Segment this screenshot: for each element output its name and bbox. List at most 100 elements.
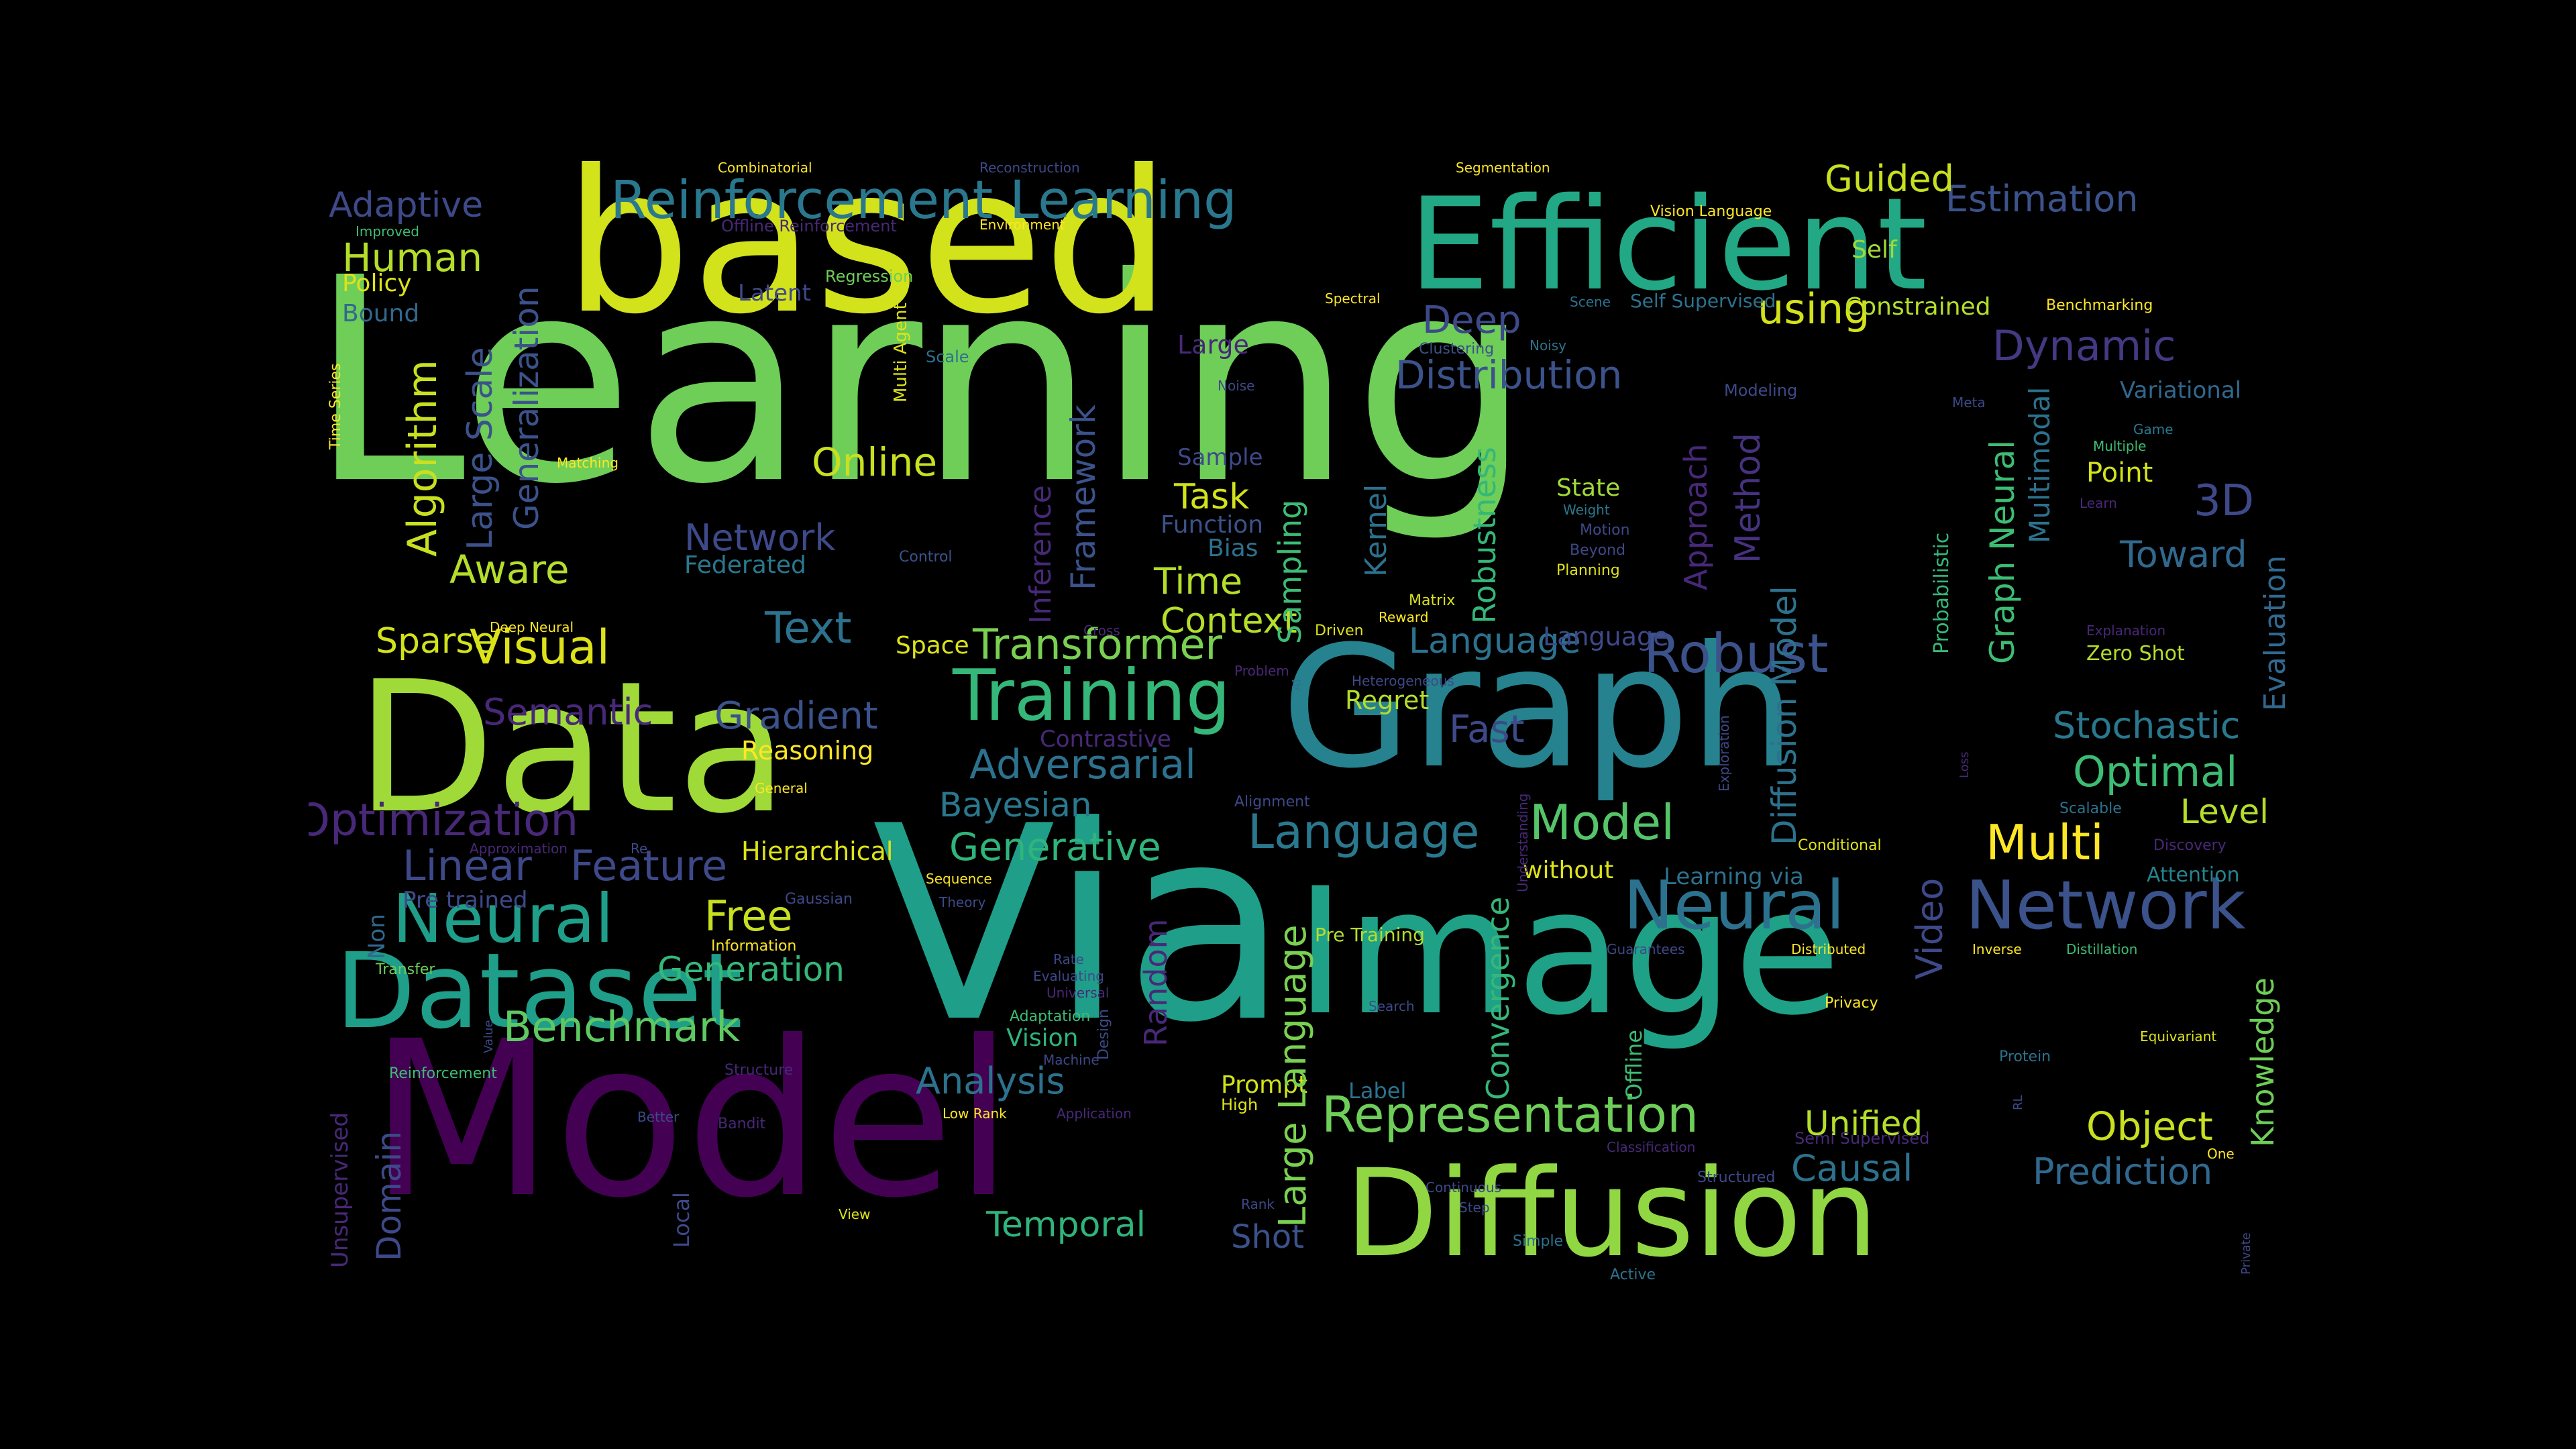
word-learning-via: Learning via: [1664, 863, 1804, 890]
word-benchmarking: Benchmarking: [2046, 297, 2153, 314]
word-pre-training: Pre Training: [1315, 924, 1425, 946]
word-offline-reinforcement: Offline Reinforcement: [721, 217, 897, 235]
word-noise: Noise: [1218, 378, 1255, 394]
word-self: Self: [1851, 236, 1897, 264]
word-multimodal: Multimodal: [2023, 386, 2056, 543]
word-discovery: Discovery: [2153, 837, 2226, 854]
word-distribution: Distribution: [1395, 352, 1623, 398]
word-human: Human: [342, 235, 483, 280]
word-time-series: Time Series: [327, 363, 344, 450]
word-via: Via: [872, 769, 1289, 1081]
word-free: Free: [704, 892, 793, 941]
word-multi: Multi: [1986, 814, 2104, 871]
word-toward: Toward: [2120, 533, 2247, 576]
word-heterogeneous: Heterogeneous: [1352, 673, 1454, 689]
word-approach: Approach: [1678, 443, 1714, 590]
word-cross: Cross: [1083, 623, 1120, 639]
word-training: Training: [953, 655, 1231, 737]
word-visual: Visual: [470, 620, 610, 675]
word-non: Non: [364, 914, 390, 959]
word-reward: Reward: [1379, 609, 1429, 625]
word-active: Active: [1610, 1267, 1656, 1283]
word-regret: Regret: [1345, 686, 1430, 715]
word-hierarchical: Hierarchical: [741, 837, 894, 866]
word-privacy: Privacy: [1825, 995, 1878, 1012]
word-label: Label: [1348, 1078, 1407, 1104]
word-temporal: Temporal: [986, 1205, 1146, 1245]
word-game: Game: [2133, 421, 2174, 437]
word-probabilistic: Probabilistic: [1930, 532, 1953, 654]
word-rate: Rate: [1053, 951, 1084, 967]
word-weight: Weight: [1563, 502, 1610, 518]
word-large-language: Large Language: [1271, 924, 1315, 1228]
word-policy: Policy: [342, 270, 412, 297]
word-semantic: Semantic: [483, 691, 653, 733]
word-state: State: [1556, 474, 1621, 502]
word-continuous: Continuous: [1426, 1179, 1501, 1195]
word-model-2: Model: [1529, 794, 1675, 851]
word-network-2: Network: [684, 517, 836, 559]
word-reasoning: Reasoning: [741, 736, 874, 765]
word-transformer: Transformer: [973, 620, 1223, 669]
word-noisy: Noisy: [1529, 337, 1567, 354]
word-feature: Feature: [570, 841, 728, 890]
word-combinatorial: Combinatorial: [718, 161, 812, 176]
word-random: Random: [1138, 918, 1174, 1046]
word-neural-1: Neural: [1623, 866, 1845, 945]
word-cloud: Learning based Via Model Graph Data Imag…: [309, 161, 2294, 1288]
word-adaptive: Adaptive: [329, 185, 484, 225]
word-linear: Linear: [402, 841, 532, 890]
word-bayesian: Bayesian: [939, 786, 1092, 824]
word-rl: RL: [2011, 1095, 2025, 1110]
word-scale: Scale: [926, 347, 969, 366]
word-re: Re: [631, 841, 648, 857]
word-deep-neural: Deep Neural: [490, 619, 574, 635]
word-driven: Driven: [1315, 623, 1364, 639]
word-sample: Sample: [1177, 444, 1263, 471]
word-efficient: Efficient: [1409, 170, 1927, 319]
word-framework: Framework: [1064, 405, 1103, 590]
word-benchmark: Benchmark: [503, 1002, 741, 1051]
word-stochastic: Stochastic: [2053, 704, 2241, 747]
word-alignment: Alignment: [1234, 794, 1310, 810]
word-scalable: Scalable: [2059, 800, 2122, 817]
word-problem: Problem: [1234, 663, 1289, 679]
word-learning: Learning: [309, 218, 1532, 546]
word-guarantees: Guarantees: [1607, 941, 1685, 957]
word-local: Local: [669, 1192, 694, 1248]
word-semi-supervised: Semi Supervised: [1794, 1129, 1930, 1148]
word-reconstruction: Reconstruction: [979, 161, 1080, 176]
word-shot: Shot: [1231, 1218, 1305, 1256]
word-sparse: Sparse: [376, 621, 496, 661]
word-large-1: Large: [1177, 330, 1249, 360]
word-evaluation: Evaluation: [2258, 555, 2292, 711]
word-fast: Fast: [1449, 708, 1525, 751]
word-private: Private: [2239, 1232, 2253, 1275]
word-optimization[interactable]: Optimization: [309, 794, 579, 846]
word-clustering: Clustering: [1419, 341, 1495, 358]
word-kernel: Kernel: [1359, 484, 1393, 577]
word-task: Task: [1174, 477, 1250, 517]
word-based: based: [564, 161, 1171, 358]
word-guided: Guided: [1825, 161, 1954, 200]
word-information: Information: [711, 938, 797, 955]
word-object: Object: [2086, 1104, 2213, 1149]
word-aware: Aware: [449, 547, 570, 592]
word-large-scale: Large Scale: [460, 347, 500, 550]
word-machine: Machine: [1043, 1052, 1099, 1068]
word-robustness: Robustness: [1466, 447, 1503, 624]
word-graph-neural: Graph Neural: [1983, 439, 2022, 664]
word-contrastive: Contrastive: [1040, 726, 1171, 753]
word-approximation: Approximation: [470, 841, 568, 857]
word-knowledge: Knowledge: [2245, 977, 2281, 1147]
word-spectral: Spectral: [1325, 290, 1381, 307]
word-language-1: Language: [1248, 804, 1480, 859]
word-domain: Domain: [370, 1130, 409, 1261]
word-one: One: [2207, 1146, 2235, 1162]
word-simple: Simple: [1513, 1233, 1564, 1250]
word-improved: Improved: [356, 223, 419, 239]
word-planning: Planning: [1556, 562, 1620, 579]
word-space: Space: [896, 632, 969, 659]
word-prompt: Prompt: [1221, 1071, 1308, 1099]
word-3d: 3D: [2194, 476, 2254, 526]
